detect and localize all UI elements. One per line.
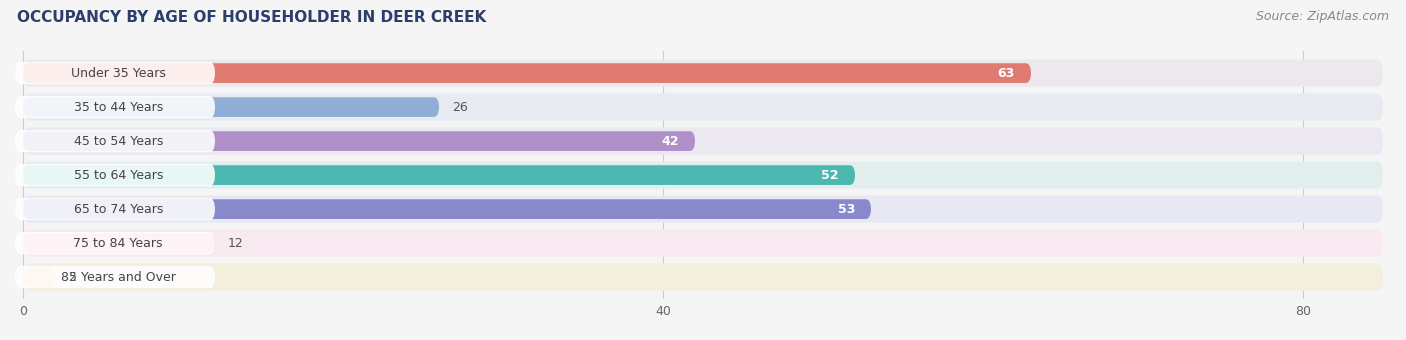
Text: Under 35 Years: Under 35 Years xyxy=(70,67,166,80)
FancyBboxPatch shape xyxy=(15,232,215,254)
FancyBboxPatch shape xyxy=(22,59,1384,87)
FancyBboxPatch shape xyxy=(22,63,1031,83)
FancyBboxPatch shape xyxy=(22,267,55,287)
Text: 45 to 54 Years: 45 to 54 Years xyxy=(73,135,163,148)
FancyBboxPatch shape xyxy=(15,266,215,288)
Text: 12: 12 xyxy=(228,237,243,250)
FancyBboxPatch shape xyxy=(22,199,870,219)
FancyBboxPatch shape xyxy=(22,128,1384,155)
Text: 55 to 64 Years: 55 to 64 Years xyxy=(73,169,163,182)
Text: OCCUPANCY BY AGE OF HOUSEHOLDER IN DEER CREEK: OCCUPANCY BY AGE OF HOUSEHOLDER IN DEER … xyxy=(17,10,486,25)
FancyBboxPatch shape xyxy=(22,162,1384,189)
Text: 65 to 74 Years: 65 to 74 Years xyxy=(73,203,163,216)
FancyBboxPatch shape xyxy=(15,130,215,152)
FancyBboxPatch shape xyxy=(22,97,439,117)
FancyBboxPatch shape xyxy=(22,131,695,151)
FancyBboxPatch shape xyxy=(15,96,215,118)
Text: 53: 53 xyxy=(838,203,855,216)
Text: 75 to 84 Years: 75 to 84 Years xyxy=(73,237,163,250)
Text: 63: 63 xyxy=(998,67,1015,80)
Text: 85 Years and Over: 85 Years and Over xyxy=(60,271,176,284)
Text: Source: ZipAtlas.com: Source: ZipAtlas.com xyxy=(1256,10,1389,23)
Text: 42: 42 xyxy=(661,135,679,148)
FancyBboxPatch shape xyxy=(15,164,215,186)
FancyBboxPatch shape xyxy=(22,94,1384,121)
Text: 52: 52 xyxy=(821,169,839,182)
FancyBboxPatch shape xyxy=(15,198,215,220)
Text: 26: 26 xyxy=(451,101,468,114)
Text: 2: 2 xyxy=(67,271,76,284)
FancyBboxPatch shape xyxy=(22,230,1384,257)
FancyBboxPatch shape xyxy=(22,233,215,253)
FancyBboxPatch shape xyxy=(22,264,1384,291)
FancyBboxPatch shape xyxy=(22,195,1384,223)
Text: 35 to 44 Years: 35 to 44 Years xyxy=(73,101,163,114)
FancyBboxPatch shape xyxy=(15,62,215,84)
FancyBboxPatch shape xyxy=(22,165,855,185)
